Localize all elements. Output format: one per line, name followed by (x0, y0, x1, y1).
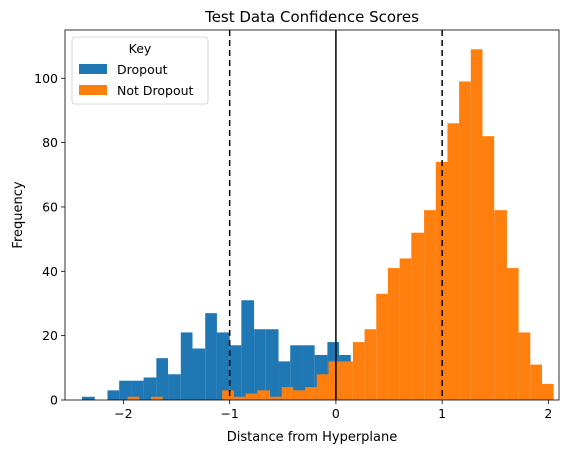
legend: Key Dropout Not Dropout (71, 36, 209, 105)
bar-dropout (278, 361, 291, 400)
legend-label-not-dropout: Not Dropout (117, 83, 194, 98)
y-tick-label: 60 (42, 199, 58, 214)
x-tick-label: −1 (220, 406, 238, 421)
y-tick-label: 100 (34, 71, 58, 86)
bar-not-dropout (364, 329, 377, 400)
bar-not-dropout (459, 81, 471, 400)
bar-not-dropout (328, 361, 341, 400)
bar-dropout (192, 348, 206, 400)
bar-not-dropout (542, 383, 554, 400)
bar-dropout (82, 396, 95, 400)
y-tick-label: 40 (42, 264, 58, 279)
bar-not-dropout (281, 387, 294, 400)
y-tick-label: 80 (42, 135, 58, 150)
bar-not-dropout (447, 123, 460, 401)
y-tick-label: 20 (42, 328, 58, 343)
bar-dropout (107, 390, 120, 400)
bar-not-dropout (424, 210, 436, 400)
bar-not-dropout (340, 361, 353, 400)
bar-not-dropout (352, 342, 365, 400)
bar-dropout (180, 332, 193, 400)
bar-dropout (265, 329, 279, 400)
y-tick-label: 0 (50, 393, 58, 408)
bar-not-dropout (470, 49, 483, 401)
legend-swatch-not-dropout (79, 85, 107, 95)
bar-dropout (241, 300, 255, 400)
legend-title: Key (129, 41, 152, 56)
x-tick-label: 1 (438, 406, 446, 421)
bar-not-dropout (270, 396, 282, 400)
bar-not-dropout (399, 258, 412, 400)
bar-dropout (302, 345, 315, 400)
bar-not-dropout (257, 390, 271, 400)
bar-not-dropout (245, 393, 258, 400)
bar-not-dropout (506, 268, 519, 400)
legend-swatch-dropout (79, 64, 107, 74)
bar-not-dropout (305, 387, 317, 400)
bar-not-dropout (376, 293, 388, 400)
bar-not-dropout (233, 396, 246, 400)
x-tick-label: 0 (332, 406, 340, 421)
bar-dropout (205, 313, 217, 400)
bar-dropout (119, 380, 132, 400)
bar-dropout (290, 345, 303, 400)
bar-dropout (143, 377, 157, 400)
bar-dropout (229, 345, 242, 400)
bars-layer (82, 49, 554, 401)
bar-not-dropout (518, 332, 531, 400)
x-axis-ticks: −2 −1 0 1 2 (114, 400, 552, 421)
chart-title: Test Data Confidence Scores (204, 8, 419, 26)
x-tick-label: 2 (544, 406, 552, 421)
bar-dropout (131, 380, 144, 400)
bar-not-dropout (222, 390, 234, 400)
bar-not-dropout (411, 232, 425, 400)
reference-lines (228, 30, 443, 400)
bar-not-dropout (293, 390, 306, 400)
y-axis-ticks: 0 20 40 60 80 100 (34, 71, 65, 408)
bar-dropout (254, 329, 266, 400)
y-axis-label: Frequency (11, 181, 26, 248)
bar-not-dropout (530, 364, 543, 400)
bar-dropout (216, 332, 230, 400)
x-axis-label: Distance from Hyperplane (227, 430, 398, 445)
bar-not-dropout (494, 210, 507, 400)
bar-not-dropout (316, 374, 329, 400)
bar-not-dropout (482, 136, 495, 401)
bar-not-dropout (127, 396, 140, 400)
x-tick-label: −2 (114, 406, 132, 421)
bar-dropout (168, 374, 181, 400)
plot-frame (64, 29, 560, 401)
bar-not-dropout (387, 268, 400, 400)
legend-label-dropout: Dropout (117, 62, 168, 77)
bar-dropout (156, 358, 169, 400)
bar-not-dropout (151, 396, 163, 400)
